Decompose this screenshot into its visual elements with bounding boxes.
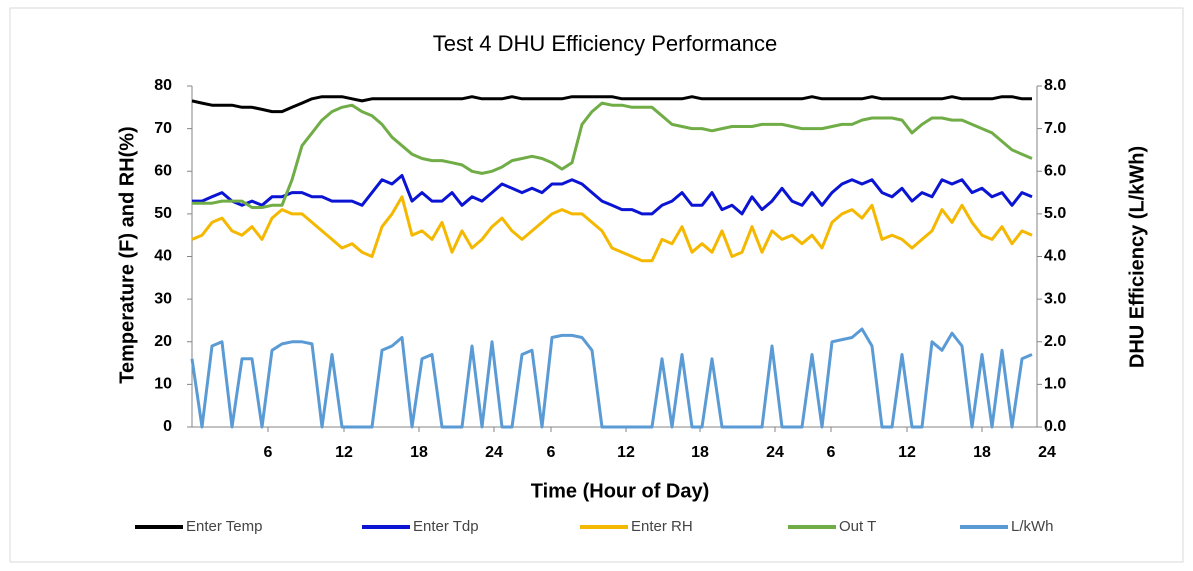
x-tick-label: 18: [973, 444, 991, 461]
x-tick-label: 12: [617, 444, 635, 461]
x-tick-label: 18: [410, 444, 428, 461]
y2-tick-label: 3.0: [1044, 290, 1066, 307]
y-tick-label: 30: [154, 290, 172, 307]
y-tick-label: 70: [154, 120, 172, 137]
x-tick-label: 12: [335, 444, 353, 461]
legend-label: Enter Temp: [186, 518, 262, 535]
x-tick-label: 6: [547, 444, 556, 461]
y2-tick-label: 6.0: [1044, 162, 1066, 179]
y-tick-label: 40: [154, 248, 172, 265]
legend-label: Enter RH: [631, 518, 693, 535]
y-tick-label: 10: [154, 376, 172, 393]
x-tick-label: 18: [691, 444, 709, 461]
x-tick-label: 24: [485, 444, 503, 461]
series-line: [192, 101, 1033, 209]
x-tick-label: 12: [898, 444, 916, 461]
y2-tick-label: 2.0: [1044, 333, 1066, 350]
legend-label: Out T: [839, 518, 876, 535]
y-tick-label: 80: [154, 77, 172, 94]
legend-label: Enter Tdp: [413, 518, 479, 535]
x-axis-title: Time (Hour of Day): [531, 480, 710, 502]
y2-axis-title: DHU Efficiency (L/kWh): [1126, 146, 1148, 368]
y-tick-label: 50: [154, 205, 172, 222]
y2-tick-label: 4.0: [1044, 248, 1066, 265]
x-tick-label: 24: [1038, 444, 1056, 461]
legend-label: L/kWh: [1011, 518, 1054, 535]
y2-tick-label: 7.0: [1044, 120, 1066, 137]
series-line: [190, 327, 1033, 429]
chart-border: [9, 7, 1184, 563]
y2-tick-label: 1.0: [1044, 376, 1066, 393]
series-line: [191, 95, 1032, 114]
chart-title: Test 4 DHU Efficiency Performance: [433, 31, 777, 56]
y-tick-label: 20: [154, 333, 172, 350]
y2-tick-label: 0.0: [1044, 418, 1066, 435]
y2-tick-label: 8.0: [1044, 77, 1066, 94]
y-axis-title: Temperature (F) and RH(%): [116, 126, 138, 383]
x-tick-label: 6: [264, 444, 273, 461]
y-tick-label: 60: [154, 162, 172, 179]
y2-tick-label: 5.0: [1044, 205, 1066, 222]
x-tick-label: 6: [827, 444, 836, 461]
series-line: [192, 174, 1033, 216]
x-tick-label: 24: [766, 444, 784, 461]
y-tick-label: 0: [163, 418, 172, 435]
series-line: [191, 195, 1033, 263]
